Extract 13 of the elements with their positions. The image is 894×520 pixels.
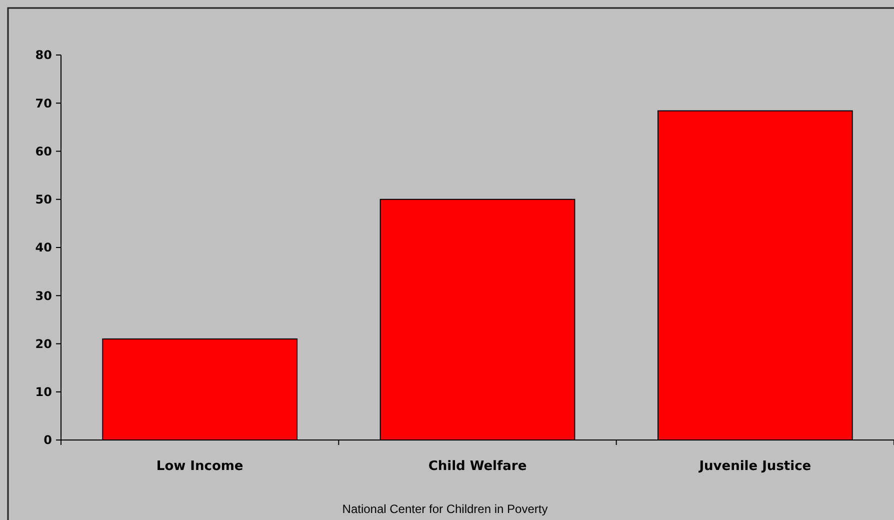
text: National Center for Children in Poverty xyxy=(342,502,548,516)
y-tick-label: 80 xyxy=(35,48,52,62)
y-tick-label: 0 xyxy=(44,433,52,448)
y-tick-label: 70 xyxy=(35,96,52,110)
y-tick-label: 50 xyxy=(35,192,52,207)
y-tick-label: 20 xyxy=(35,336,52,351)
x-tick-label: Juvenile Justice xyxy=(698,459,812,474)
y-tick-label: 30 xyxy=(35,288,52,303)
y-tick-label: 40 xyxy=(35,240,52,255)
y-tick-label: 60 xyxy=(35,144,52,158)
x-tick-label: Low Income xyxy=(156,459,244,474)
x-tick-label: Child Welfare xyxy=(428,459,527,474)
y-tick-label: 10 xyxy=(35,385,52,400)
